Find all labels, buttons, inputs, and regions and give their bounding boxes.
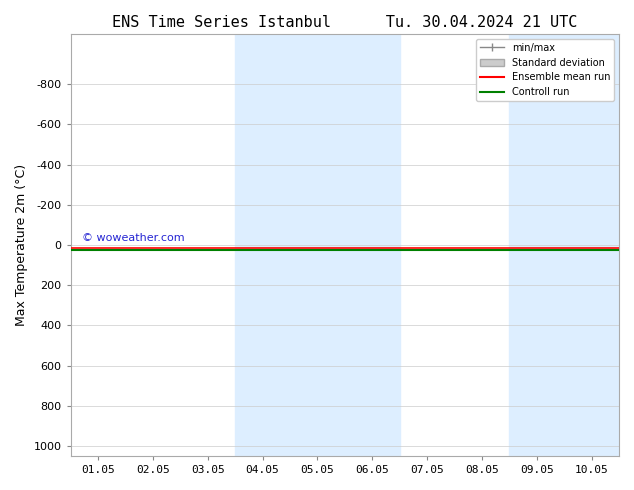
Text: © woweather.com: © woweather.com [82,233,184,243]
Bar [235,34,399,456]
Title: ENS Time Series Istanbul      Tu. 30.04.2024 21 UTC: ENS Time Series Istanbul Tu. 30.04.2024 … [112,15,578,30]
Bar [509,34,619,456]
Y-axis label: Max Temperature 2m (°C): Max Temperature 2m (°C) [15,164,28,326]
Legend: min/max, Standard deviation, Ensemble mean run, Controll run: min/max, Standard deviation, Ensemble me… [476,39,614,101]
